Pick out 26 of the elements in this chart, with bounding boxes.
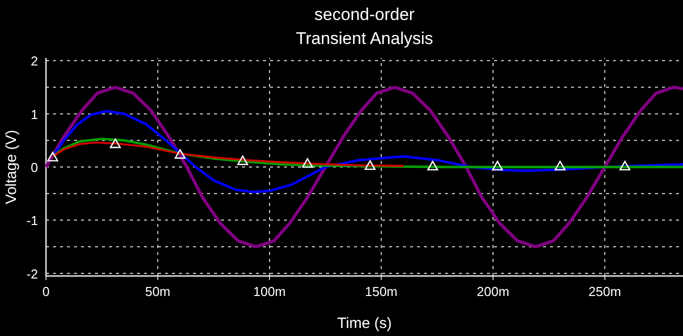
chart-title: second-order [314, 5, 415, 24]
y-tick-label: -2 [26, 266, 38, 282]
x-axis-title: Time (s) [337, 315, 392, 332]
x-tick-label: 0 [42, 284, 50, 299]
point [302, 158, 313, 168]
point [554, 160, 566, 170]
point [427, 160, 438, 170]
x-tick-label: 250m [588, 284, 622, 299]
x-tick-label: 150m [365, 284, 398, 299]
point [47, 152, 58, 162]
point [174, 149, 186, 159]
line-series [44, 86, 683, 248]
x-tick-label: 50m [145, 284, 170, 299]
x-tick-label: 200m [476, 284, 510, 299]
chart-subtitle: Transient Analysis [296, 29, 434, 48]
y-tick-label: -1 [26, 213, 38, 228]
y-tick-label: 2 [30, 54, 38, 69]
point [364, 160, 376, 170]
point [492, 160, 503, 170]
y-tick-label: 0 [30, 160, 38, 175]
y-tick-label: 1 [30, 106, 38, 122]
x-tick-label: 100m [253, 284, 286, 299]
point [237, 155, 248, 166]
y-axis-title: Voltage (V) [3, 130, 20, 204]
point [619, 160, 630, 170]
point [110, 138, 121, 148]
